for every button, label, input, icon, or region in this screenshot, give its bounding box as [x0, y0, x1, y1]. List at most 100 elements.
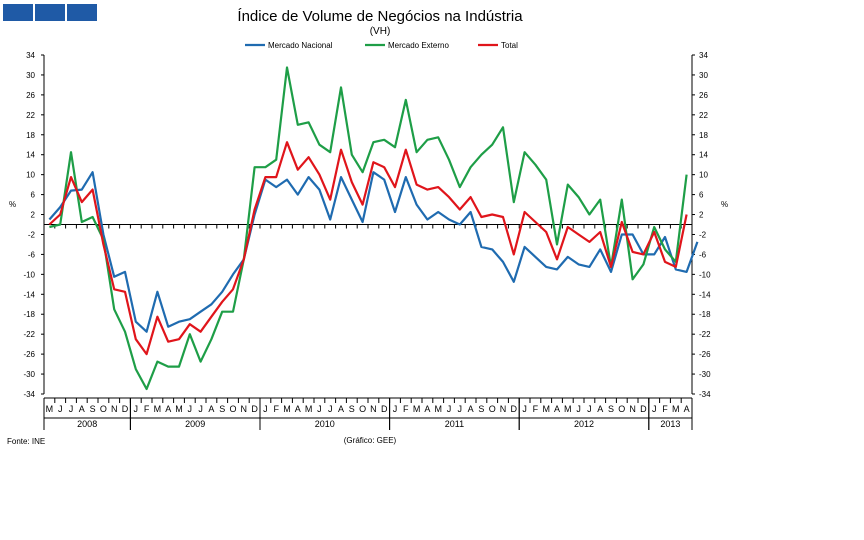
legend: Mercado Nacional Mercado Externo Total — [245, 41, 518, 50]
left-y-tick-label: -2 — [28, 230, 36, 239]
right-y-tick-label: 6 — [699, 191, 704, 200]
x-month-label: F — [144, 404, 150, 414]
left-y-tick-label: 34 — [26, 51, 35, 60]
right-y-tick-label: 10 — [699, 171, 708, 180]
legend-label-total: Total — [501, 41, 518, 50]
x-month-label: M — [564, 404, 572, 414]
series-line-mercado-externo — [49, 66, 688, 391]
left-y-axis-label: % — [9, 200, 16, 209]
right-y-tick-label: -10 — [699, 270, 711, 279]
x-month-label: J — [458, 404, 463, 414]
right-y-tick-label: -18 — [699, 310, 711, 319]
x-month-label: D — [251, 404, 258, 414]
credit-note: (Gráfico: GEE) — [344, 436, 397, 445]
x-month-label: N — [370, 404, 377, 414]
right-y-tick-label: 22 — [699, 111, 708, 120]
left-y-tick-label: 18 — [26, 131, 35, 140]
logo-block-1 — [3, 4, 33, 21]
x-year-label: 2011 — [445, 419, 464, 429]
x-month-label: O — [359, 404, 366, 414]
right-y-tick-label: 26 — [699, 91, 708, 100]
x-month-label: A — [208, 404, 214, 414]
left-y-tick-label: 26 — [26, 91, 35, 100]
left-y-tick-label: 30 — [26, 71, 35, 80]
x-year-label: 2008 — [77, 419, 97, 429]
right-y-tick-label: -30 — [699, 370, 711, 379]
x-month-label: N — [111, 404, 118, 414]
right-y-tick-label: 14 — [699, 151, 708, 160]
x-month-label: A — [165, 404, 171, 414]
x-month-label: N — [241, 404, 248, 414]
x-month-label: M — [175, 404, 183, 414]
x-year-label: 2013 — [660, 419, 680, 429]
x-month-label: J — [393, 404, 398, 414]
x-month-label: N — [500, 404, 507, 414]
logo-block-2 — [35, 4, 65, 21]
x-month-label: S — [349, 404, 355, 414]
x-month-label: J — [188, 404, 193, 414]
x-month-label: A — [295, 404, 301, 414]
left-y-tick-label: -30 — [23, 370, 35, 379]
x-month-label: N — [629, 404, 636, 414]
x-month-label: F — [533, 404, 539, 414]
right-y-tick-label: -6 — [699, 250, 707, 259]
chart-subtitle: (VH) — [370, 26, 391, 37]
legend-label-mercado-nacional: Mercado Nacional — [268, 41, 333, 50]
x-month-label: F — [273, 404, 279, 414]
x-month-label: J — [652, 404, 657, 414]
x-month-label: A — [684, 404, 690, 414]
x-year-label: 2010 — [315, 419, 335, 429]
left-y-tick-label: -34 — [23, 390, 35, 399]
right-y-tick-label: 2 — [699, 211, 704, 220]
x-month-label: S — [219, 404, 225, 414]
x-month-label: J — [576, 404, 581, 414]
right-y-tick-label: -14 — [699, 290, 711, 299]
x-month-label: D — [381, 404, 388, 414]
x-month-label: A — [468, 404, 474, 414]
x-month-label: O — [100, 404, 107, 414]
x-month-label: D — [640, 404, 647, 414]
x-month-label: A — [79, 404, 85, 414]
x-month-label: S — [608, 404, 614, 414]
right-y-tick-label: -34 — [699, 390, 711, 399]
x-month-label: M — [154, 404, 162, 414]
x-month-label: J — [317, 404, 322, 414]
x-month-label: M — [283, 404, 291, 414]
right-y-tick-label: 34 — [699, 51, 708, 60]
left-y-tick-label: 6 — [31, 191, 36, 200]
series-line-total — [48, 141, 688, 356]
x-month-label: J — [587, 404, 592, 414]
x-month-label: M — [46, 404, 54, 414]
right-y-tick-label: 18 — [699, 131, 708, 140]
left-y-tick-label: -26 — [23, 350, 35, 359]
x-month-label: J — [198, 404, 203, 414]
logo-block-3 — [67, 4, 97, 21]
left-y-tick-label: -10 — [23, 270, 35, 279]
left-y-tick-label: -22 — [23, 330, 35, 339]
x-month-label: M — [672, 404, 680, 414]
left-y-tick-label: 10 — [26, 171, 35, 180]
x-month-label: D — [122, 404, 129, 414]
x-month-label: S — [90, 404, 96, 414]
x-month-label: J — [134, 404, 139, 414]
x-month-label: S — [478, 404, 484, 414]
x-month-label: O — [489, 404, 496, 414]
x-month-label: A — [338, 404, 344, 414]
right-y-tick-label: -2 — [699, 230, 707, 239]
x-month-label: M — [542, 404, 550, 414]
right-y-tick-label: -26 — [699, 350, 711, 359]
chart-title: Índice de Volume de Negócios na Indústri… — [237, 8, 523, 25]
x-month-label: M — [413, 404, 421, 414]
x-year-label: 2009 — [185, 419, 205, 429]
left-y-tick-label: 2 — [31, 211, 36, 220]
left-y-tick-label: -14 — [23, 290, 35, 299]
x-month-label: A — [597, 404, 603, 414]
right-y-tick-label: -22 — [699, 330, 711, 339]
right-y-tick-label: 30 — [699, 71, 708, 80]
x-month-label: F — [662, 404, 668, 414]
x-month-label: J — [263, 404, 268, 414]
x-month-label: F — [403, 404, 409, 414]
x-month-label: O — [229, 404, 236, 414]
